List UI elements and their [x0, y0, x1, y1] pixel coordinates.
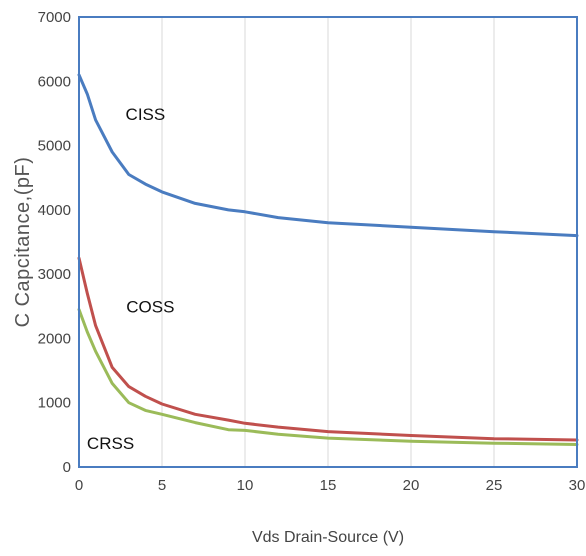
y-tick-label: 5000: [38, 138, 71, 155]
y-tick-label: 7000: [38, 9, 71, 26]
series-line-coss: [77, 256, 579, 442]
x-tick-label: 5: [158, 477, 166, 494]
x-tick-label: 25: [486, 477, 503, 494]
x-tick-label: 15: [320, 477, 337, 494]
y-tick-label: 6000: [38, 73, 71, 90]
series-line-crss: [77, 308, 579, 446]
series-labels: CISS COSS CRSS: [87, 105, 175, 453]
y-tick-label: 4000: [38, 202, 71, 219]
x-tick-label: 30: [569, 477, 586, 494]
x-tick-label: 20: [403, 477, 420, 494]
x-axis-title: Vds Drain-Source (V): [252, 529, 404, 546]
plot-area-border: [78, 16, 578, 468]
series-label-crss: CRSS: [87, 434, 134, 453]
tick-labels: 0 5 10 15 20 25 30 0 1000 2000 3000 4000 5000 6000 700…: [38, 9, 586, 494]
y-tick-label: 2000: [38, 330, 71, 347]
series-label-coss: COSS: [126, 298, 174, 317]
series-label-ciss: CISS: [126, 105, 166, 124]
y-tick-label: 1000: [38, 395, 71, 412]
y-tick-label: 0: [63, 459, 71, 476]
series-lines: [77, 73, 579, 446]
grid: [161, 17, 495, 467]
x-tick-label: 0: [75, 477, 83, 494]
y-tick-label: 3000: [38, 266, 71, 283]
series-line-ciss: [77, 73, 579, 238]
x-tick-label: 10: [237, 477, 254, 494]
y-axis-title: C Capcitance,(pF): [12, 157, 34, 328]
